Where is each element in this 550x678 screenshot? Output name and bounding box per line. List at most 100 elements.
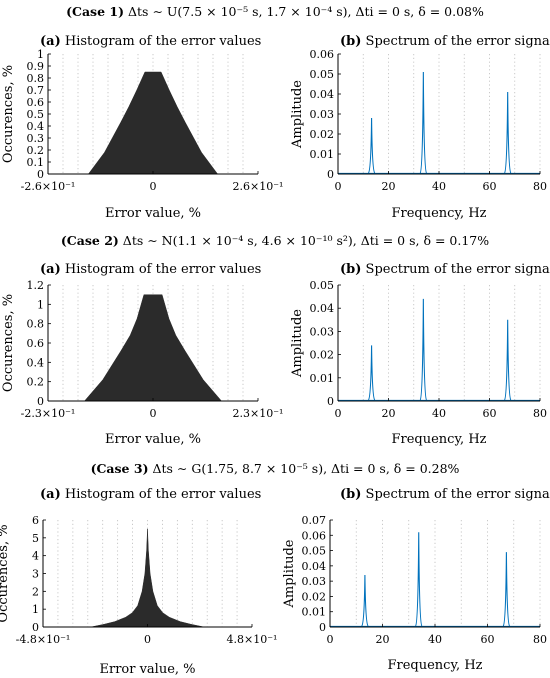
x-axis-label: Error value, %	[105, 206, 201, 221]
y-tick-label: 0.2	[27, 144, 45, 157]
panel-title: (b) Spectrum of the error signal	[340, 34, 550, 49]
panel-title: (a) Histogram of the error values	[40, 262, 261, 277]
y-tick-label: 0.2	[27, 376, 45, 389]
panel-title-text: Histogram of the error values	[61, 262, 262, 277]
x-axis-label: Frequency, Hz	[391, 206, 486, 221]
y-tick-label: 0	[32, 621, 39, 634]
y-tick-label: 0.05	[302, 545, 327, 558]
y-tick-label: 0	[37, 395, 44, 408]
y-tick-label: 0	[327, 395, 334, 408]
y-tick-label: 1.2	[27, 279, 45, 292]
y-axis-label: Occurences, %	[0, 524, 11, 622]
case-2-formula: Δts ∼ N(1.1 × 10⁻⁴ s, 4.6 × 10⁻¹⁰ s²), Δ…	[122, 233, 490, 248]
y-axis-label: Amplitude	[290, 309, 305, 378]
x-axis-label: Error value, %	[105, 432, 201, 447]
x-tick-label: 0	[150, 180, 157, 193]
case-1-label: (Case 1)	[66, 4, 125, 19]
spectrum-peak	[361, 575, 369, 627]
panel-title: (b) Spectrum of the error signal	[340, 487, 550, 502]
spectrum-peak	[503, 319, 512, 401]
y-tick-label: 0.04	[310, 88, 335, 101]
x-tick-label: 0	[335, 180, 342, 193]
panel-title-text: Histogram of the error values	[61, 487, 262, 502]
x-tick-label: 20	[382, 407, 396, 420]
y-tick-label: 0.03	[302, 575, 327, 588]
x-tick-label: -2.6×10⁻¹	[21, 180, 76, 193]
spectrum-peak	[419, 298, 428, 401]
x-tick-label: 0	[144, 633, 151, 646]
x-tick-label: 4.8×10⁻¹	[227, 633, 278, 646]
spectrum-peak	[367, 117, 376, 174]
case-3-formula: Δts ∼ G(1.75, 8.7 × 10⁻⁵ s), Δti = 0 s, …	[152, 461, 460, 476]
y-tick-label: 0.02	[310, 349, 335, 362]
histogram-area	[90, 528, 205, 628]
y-tick-label: 0.9	[27, 60, 45, 73]
y-tick-label: 1	[37, 48, 44, 61]
y-tick-label: 0.06	[310, 48, 335, 61]
y-tick-label: 0.8	[27, 318, 45, 331]
spectrum-peak	[367, 345, 376, 401]
y-tick-label: 0	[319, 621, 326, 634]
y-axis-label: Amplitude	[290, 80, 305, 149]
y-tick-label: 0.01	[310, 372, 335, 385]
y-axis-label: Amplitude	[282, 539, 297, 608]
x-tick-label: 80	[533, 633, 547, 646]
y-tick-label: 5	[32, 532, 39, 545]
y-tick-label: 0.3	[27, 132, 45, 145]
panel-label: (b)	[340, 34, 361, 49]
y-tick-label: 1	[32, 603, 39, 616]
x-tick-label: 2.6×10⁻¹	[233, 180, 284, 193]
x-axis-label: Frequency, Hz	[387, 658, 482, 673]
y-tick-label: 0.06	[302, 529, 327, 542]
case-1-title: (Case 1) Δts ∼ U(7.5 × 10⁻⁵ s, 1.7 × 10⁻…	[0, 4, 550, 19]
y-tick-label: 2	[32, 585, 39, 598]
y-tick-label: 0.02	[302, 590, 327, 603]
y-tick-label: 0.02	[310, 128, 335, 141]
case-2-label: (Case 2)	[60, 233, 119, 248]
y-tick-label: 4	[32, 550, 39, 563]
x-tick-label: 0	[335, 407, 342, 420]
panel-label: (a)	[40, 34, 61, 49]
x-axis-label: Frequency, Hz	[391, 432, 486, 447]
panel-label: (b)	[340, 262, 361, 277]
x-tick-label: -4.8×10⁻¹	[16, 633, 71, 646]
y-tick-label: 0.01	[302, 606, 327, 619]
x-axis-label: Error value, %	[99, 662, 195, 677]
x-tick-label: 60	[483, 180, 497, 193]
x-tick-label: 40	[432, 407, 446, 420]
case-2-title: (Case 2) Δts ∼ N(1.1 × 10⁻⁴ s, 4.6 × 10⁻…	[0, 233, 550, 248]
panel-title: (a) Histogram of the error values	[40, 34, 261, 49]
x-tick-label: 2.3×10⁻¹	[233, 407, 284, 420]
y-tick-label: 0.7	[27, 84, 45, 97]
panel-label: (a)	[40, 262, 61, 277]
y-tick-label: 0.1	[27, 156, 45, 169]
case-3-title: (Case 3) Δts ∼ G(1.75, 8.7 × 10⁻⁵ s), Δt…	[0, 461, 550, 476]
y-tick-label: 0.03	[310, 108, 335, 121]
histogram-area	[83, 294, 223, 402]
y-tick-label: 0.03	[310, 325, 335, 338]
y-tick-label: 0	[37, 168, 44, 181]
case-1-formula: Δts ∼ U(7.5 × 10⁻⁵ s, 1.7 × 10⁻⁴ s), Δti…	[128, 4, 484, 19]
x-tick-label: 0	[150, 407, 157, 420]
y-axis-label: Occurences, %	[1, 65, 16, 163]
x-tick-label: 80	[533, 180, 547, 193]
case-3-label: (Case 3)	[90, 461, 149, 476]
histogram-area	[88, 71, 218, 175]
panel-label: (b)	[340, 487, 361, 502]
panel-title-text: Spectrum of the error signal	[361, 34, 550, 49]
x-tick-label: 40	[432, 180, 446, 193]
y-tick-label: 0	[327, 168, 334, 181]
y-tick-label: 0.6	[27, 337, 45, 350]
y-tick-label: 3	[32, 568, 39, 581]
x-tick-label: 20	[376, 633, 390, 646]
x-tick-label: 80	[533, 407, 547, 420]
x-tick-label: 40	[428, 633, 442, 646]
y-tick-label: 6	[32, 514, 39, 527]
spectrum-peak	[503, 91, 512, 174]
y-tick-label: 0.4	[27, 356, 45, 369]
